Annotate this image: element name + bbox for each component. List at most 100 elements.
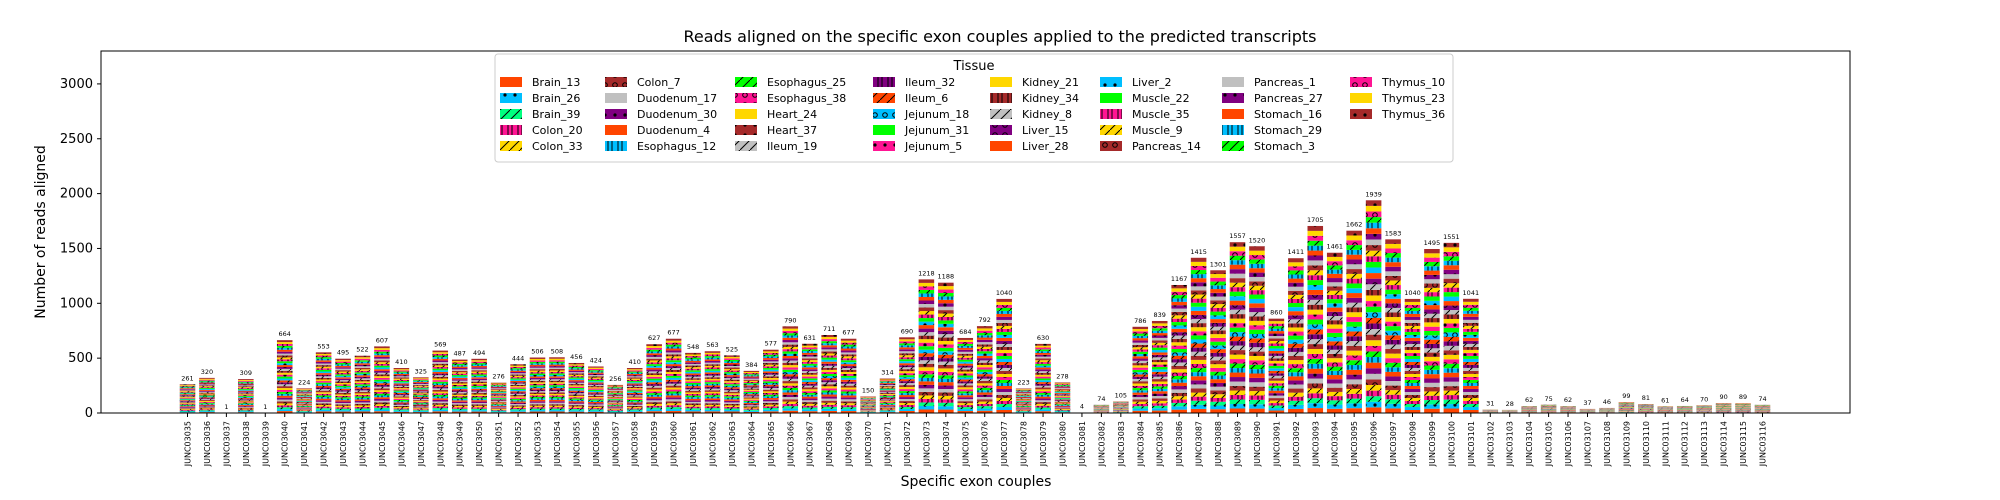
bar-segment xyxy=(1015,395,1032,397)
bar-segment xyxy=(510,380,526,383)
bar-segment xyxy=(588,398,604,400)
bar-segment xyxy=(646,344,662,347)
bar-segment xyxy=(763,354,779,357)
bar-segment xyxy=(1190,351,1207,356)
bar-segment xyxy=(879,383,896,385)
bar-segment xyxy=(957,411,974,413)
legend-item: Jejunum_18 xyxy=(873,108,969,121)
bar-segment xyxy=(588,410,604,412)
legend-item: Duodenum_4 xyxy=(605,124,710,137)
bar-segment xyxy=(626,411,643,413)
bar-segment xyxy=(1015,405,1032,406)
bar-segment xyxy=(1171,348,1187,353)
bar-segment xyxy=(1132,360,1149,364)
bar-segment xyxy=(549,385,565,387)
bar-segment xyxy=(821,382,837,385)
bar-segment xyxy=(1385,330,1401,336)
bar-segment xyxy=(451,359,468,361)
legend-item: Esophagus_12 xyxy=(605,140,716,153)
bar-segment xyxy=(996,409,1012,413)
bar-segment xyxy=(1035,389,1051,392)
legend-item: Thymus_10 xyxy=(1350,76,1445,89)
bar-segment xyxy=(821,384,837,387)
bar-segment xyxy=(1249,377,1265,383)
bar-segment xyxy=(1015,406,1032,408)
bar-segment xyxy=(1443,251,1460,257)
bar-segment xyxy=(1365,345,1382,352)
bar-segment xyxy=(413,380,429,382)
bar-stack xyxy=(607,384,624,413)
legend-label: Jejunum_18 xyxy=(904,108,969,121)
bar-segment xyxy=(1229,386,1246,391)
bar-segment xyxy=(179,395,196,397)
bar-segment xyxy=(471,401,487,404)
legend-label: Muscle_35 xyxy=(1132,108,1190,121)
bar-segment xyxy=(529,377,546,380)
bar-total-label: 553 xyxy=(317,342,329,350)
bar-segment xyxy=(704,370,721,373)
bar-segment xyxy=(529,392,546,395)
bar-segment xyxy=(957,401,974,404)
bar-segment xyxy=(432,394,449,397)
bar-segment xyxy=(199,392,215,394)
bar-segment xyxy=(957,375,974,378)
bar-segment xyxy=(1268,393,1285,396)
x-tick-label: JUNC03104 xyxy=(1525,421,1534,467)
bar-segment xyxy=(821,406,837,409)
bar-segment xyxy=(1054,382,1071,384)
bar-segment xyxy=(335,364,351,366)
bar-segment xyxy=(296,397,312,399)
bar-segment xyxy=(899,349,915,352)
bar-stack xyxy=(626,368,643,413)
bar-segment xyxy=(588,399,604,401)
bar-segment xyxy=(315,390,332,393)
bar-stack xyxy=(1326,252,1343,413)
bar-segment xyxy=(374,376,390,378)
bar-segment xyxy=(1404,334,1421,338)
bar-segment xyxy=(821,361,837,364)
bar-segment xyxy=(568,365,585,367)
bar-segment xyxy=(957,353,974,356)
bar-segment xyxy=(1443,301,1460,306)
bar-segment xyxy=(451,373,468,376)
legend-label: Jejunum_5 xyxy=(904,140,962,153)
bar-segment xyxy=(1424,283,1440,288)
bar-segment xyxy=(1424,374,1440,379)
bar-segment xyxy=(724,393,740,395)
bar-segment xyxy=(568,374,585,377)
bar-segment xyxy=(490,402,507,404)
bar-segment xyxy=(1268,388,1285,391)
bar-stack xyxy=(549,357,565,413)
bar-segment xyxy=(490,385,507,387)
bar-segment xyxy=(685,394,701,396)
bar-segment xyxy=(179,400,196,401)
legend-swatch xyxy=(1222,109,1244,119)
bar-segment xyxy=(801,343,818,346)
bar-total-label: 525 xyxy=(726,345,738,353)
bar-segment xyxy=(471,400,487,402)
bar-segment xyxy=(996,364,1012,368)
bar-segment xyxy=(1054,410,1071,412)
bar-segment xyxy=(1132,367,1149,370)
bar-segment xyxy=(1424,322,1440,327)
bar-segment xyxy=(996,400,1012,404)
bar-segment xyxy=(432,371,449,374)
bar-segment xyxy=(1288,384,1304,389)
bar-segment xyxy=(1190,368,1207,373)
bar-segment xyxy=(646,360,662,363)
bar-segment xyxy=(976,392,993,395)
bar-segment xyxy=(315,357,332,359)
bar-segment xyxy=(1443,287,1460,293)
bar-segment xyxy=(957,363,974,366)
bar-total-label: 261 xyxy=(181,374,193,382)
bar-stack xyxy=(1171,284,1187,413)
bar-segment xyxy=(1365,390,1382,397)
bar-segment xyxy=(1346,384,1362,390)
bar-segment xyxy=(1424,300,1440,306)
bar-segment xyxy=(1268,385,1285,389)
legend-label: Colon_7 xyxy=(637,76,681,89)
x-tick-label: JUNC03084 xyxy=(1136,421,1145,467)
legend-swatch xyxy=(735,109,757,119)
bar-segment xyxy=(1288,372,1304,377)
bar-segment xyxy=(1424,339,1440,344)
